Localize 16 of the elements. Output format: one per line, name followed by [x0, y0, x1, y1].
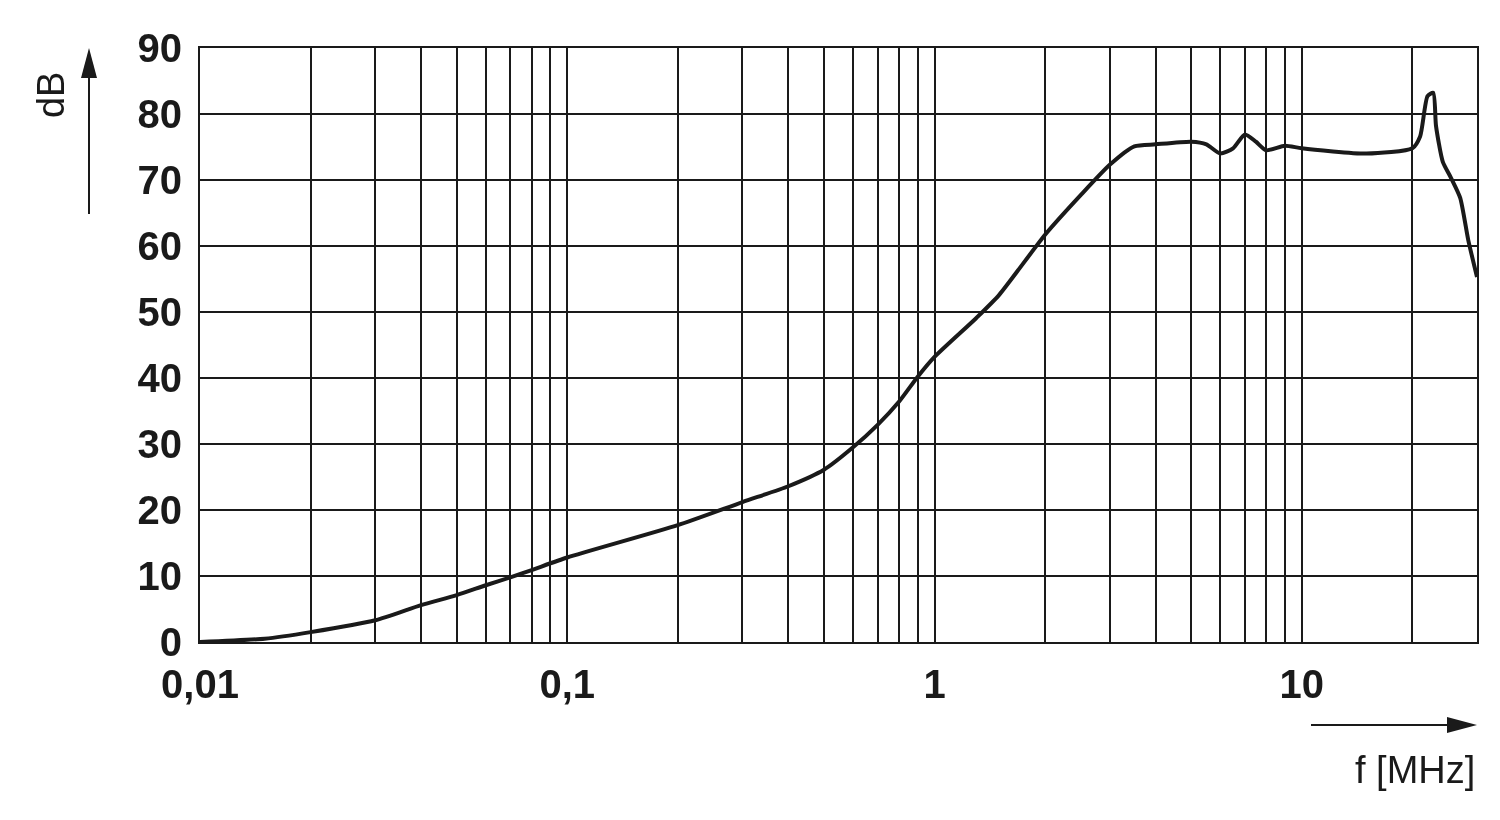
- y-tick-label: 90: [137, 26, 182, 70]
- x-tick-label: 10: [1279, 662, 1325, 706]
- y-tick-label: 30: [137, 422, 182, 466]
- y-tick-label: 50: [137, 290, 182, 334]
- y-tick-label: 20: [137, 488, 182, 532]
- y-tick-label: 80: [137, 92, 182, 136]
- y-tick-label: 60: [137, 224, 182, 268]
- x-tick-label: 0,1: [539, 662, 596, 706]
- y-tick-label: 0: [159, 620, 182, 664]
- y-tick-label: 10: [137, 554, 182, 598]
- x-tick-label: 1: [923, 662, 946, 706]
- y-tick-label: 70: [137, 158, 182, 202]
- y-axis-title: dB: [30, 71, 73, 119]
- x-tick-label: 0,01: [161, 662, 239, 706]
- y-tick-label: 40: [137, 356, 182, 400]
- x-axis-title: f [MHz]: [1355, 749, 1476, 791]
